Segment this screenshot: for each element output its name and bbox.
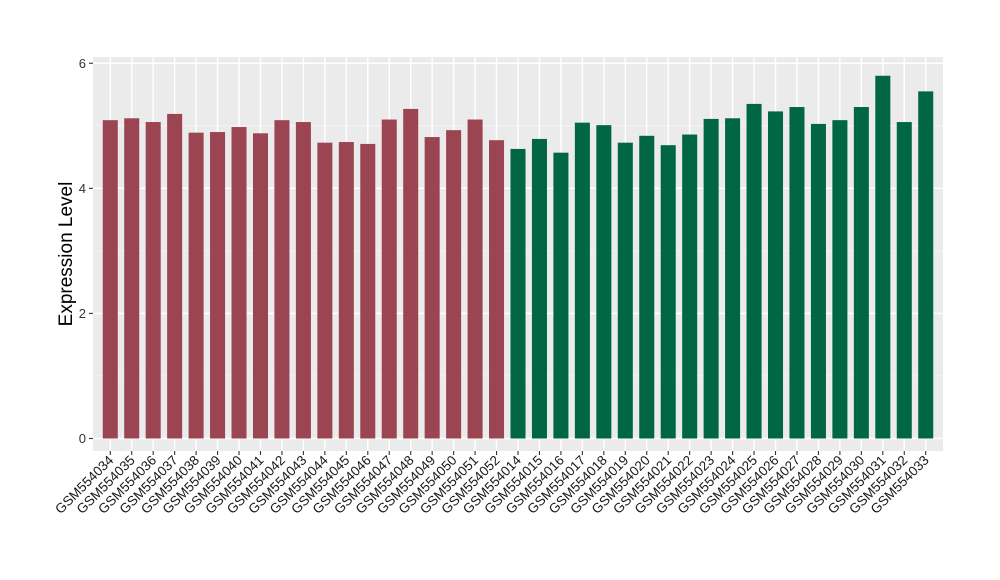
bar-GSM554048 <box>403 108 419 439</box>
bar-GSM554015 <box>531 138 547 439</box>
bar-GSM554049 <box>424 137 440 439</box>
y-tick-label: 4 <box>79 181 86 196</box>
y-axis: 0 2 4 6 <box>79 56 93 446</box>
bar-GSM554028 <box>810 123 826 439</box>
bar-GSM554031 <box>875 75 891 439</box>
bar-GSM554044 <box>317 142 333 439</box>
bar-GSM554046 <box>360 143 376 439</box>
bar-GSM554041 <box>252 133 268 439</box>
bar-GSM554023 <box>703 118 719 439</box>
bar-GSM554018 <box>596 125 612 439</box>
bar-GSM554043 <box>295 122 311 439</box>
bar-GSM554022 <box>682 134 698 439</box>
bar-GSM554021 <box>660 145 676 439</box>
bar-GSM554050 <box>446 130 462 439</box>
bar-GSM554020 <box>639 135 655 439</box>
bar-GSM554052 <box>489 140 505 439</box>
bar-GSM554029 <box>832 120 848 439</box>
bar-GSM554051 <box>467 119 483 439</box>
bar-GSM554027 <box>789 107 805 439</box>
bar-GSM554033 <box>918 91 934 439</box>
y-tick-label: 2 <box>79 306 86 321</box>
bar-GSM554017 <box>574 122 590 439</box>
bar-GSM554025 <box>746 103 762 439</box>
bar-GSM554034 <box>102 120 118 439</box>
y-axis-title: Expression Level <box>56 182 77 327</box>
bar-GSM554024 <box>725 118 741 439</box>
bar-GSM554014 <box>510 148 526 439</box>
bar-GSM554032 <box>896 122 912 439</box>
bar-GSM554026 <box>768 111 784 439</box>
y-tick-label: 0 <box>79 431 86 446</box>
bar-GSM554039 <box>210 132 226 439</box>
y-tick-label: 6 <box>79 56 86 71</box>
bar-GSM554047 <box>381 119 397 439</box>
bar-GSM554030 <box>853 107 869 439</box>
bar-GSM554042 <box>274 120 290 439</box>
bar-GSM554040 <box>231 127 247 439</box>
bars <box>102 75 934 439</box>
bar-GSM554038 <box>188 132 204 439</box>
bar-GSM554016 <box>553 152 569 439</box>
bar-GSM554019 <box>617 142 633 439</box>
bar-GSM554045 <box>338 142 354 439</box>
bar-GSM554036 <box>145 122 161 439</box>
bar-GSM554035 <box>124 118 140 439</box>
x-axis: GSM554034GSM554035GSM554036GSM554037GSM5… <box>52 451 932 517</box>
bar-GSM554037 <box>167 113 183 439</box>
